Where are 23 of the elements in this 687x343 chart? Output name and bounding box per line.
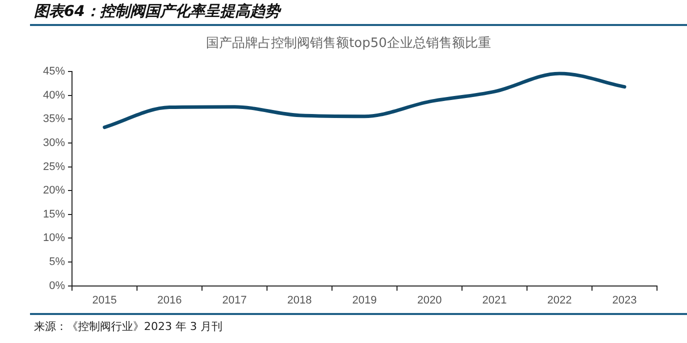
source-note: 来源：《控制阀行业》2023 年 3 月刊: [30, 313, 687, 334]
y-tick-label: 20%: [42, 184, 66, 197]
x-tick-label: 2016: [157, 294, 182, 306]
chart-subtitle: 国产品牌占控制阀销售额top50企业总销售额比重: [206, 36, 491, 52]
x-tick-label: 2021: [482, 294, 507, 306]
y-tick-label: 40%: [42, 89, 66, 102]
y-tick-label: 5%: [49, 256, 66, 268]
chart-title: 图表64：控制阀国产化率呈提高趋势: [34, 2, 280, 21]
x-tick-label: 2023: [612, 294, 637, 306]
y-tick-label: 0%: [49, 280, 66, 292]
y-tick-label: 45%: [42, 66, 66, 78]
line-series: [102, 72, 626, 130]
y-tick-label: 35%: [42, 113, 66, 126]
y-tick-label: 25%: [42, 160, 66, 173]
x-tick-label: 2022: [547, 294, 572, 306]
x-tick-label: 2018: [287, 294, 312, 306]
x-tick-label: 2017: [222, 294, 247, 306]
x-tick-label: 2019: [352, 294, 377, 306]
y-tick-label: 15%: [42, 208, 66, 220]
y-tick-label: 10%: [42, 232, 66, 244]
x-tick-label: 2015: [92, 294, 117, 306]
x-tick-label: 2020: [417, 294, 442, 306]
y-tick-label: 30%: [42, 137, 66, 150]
